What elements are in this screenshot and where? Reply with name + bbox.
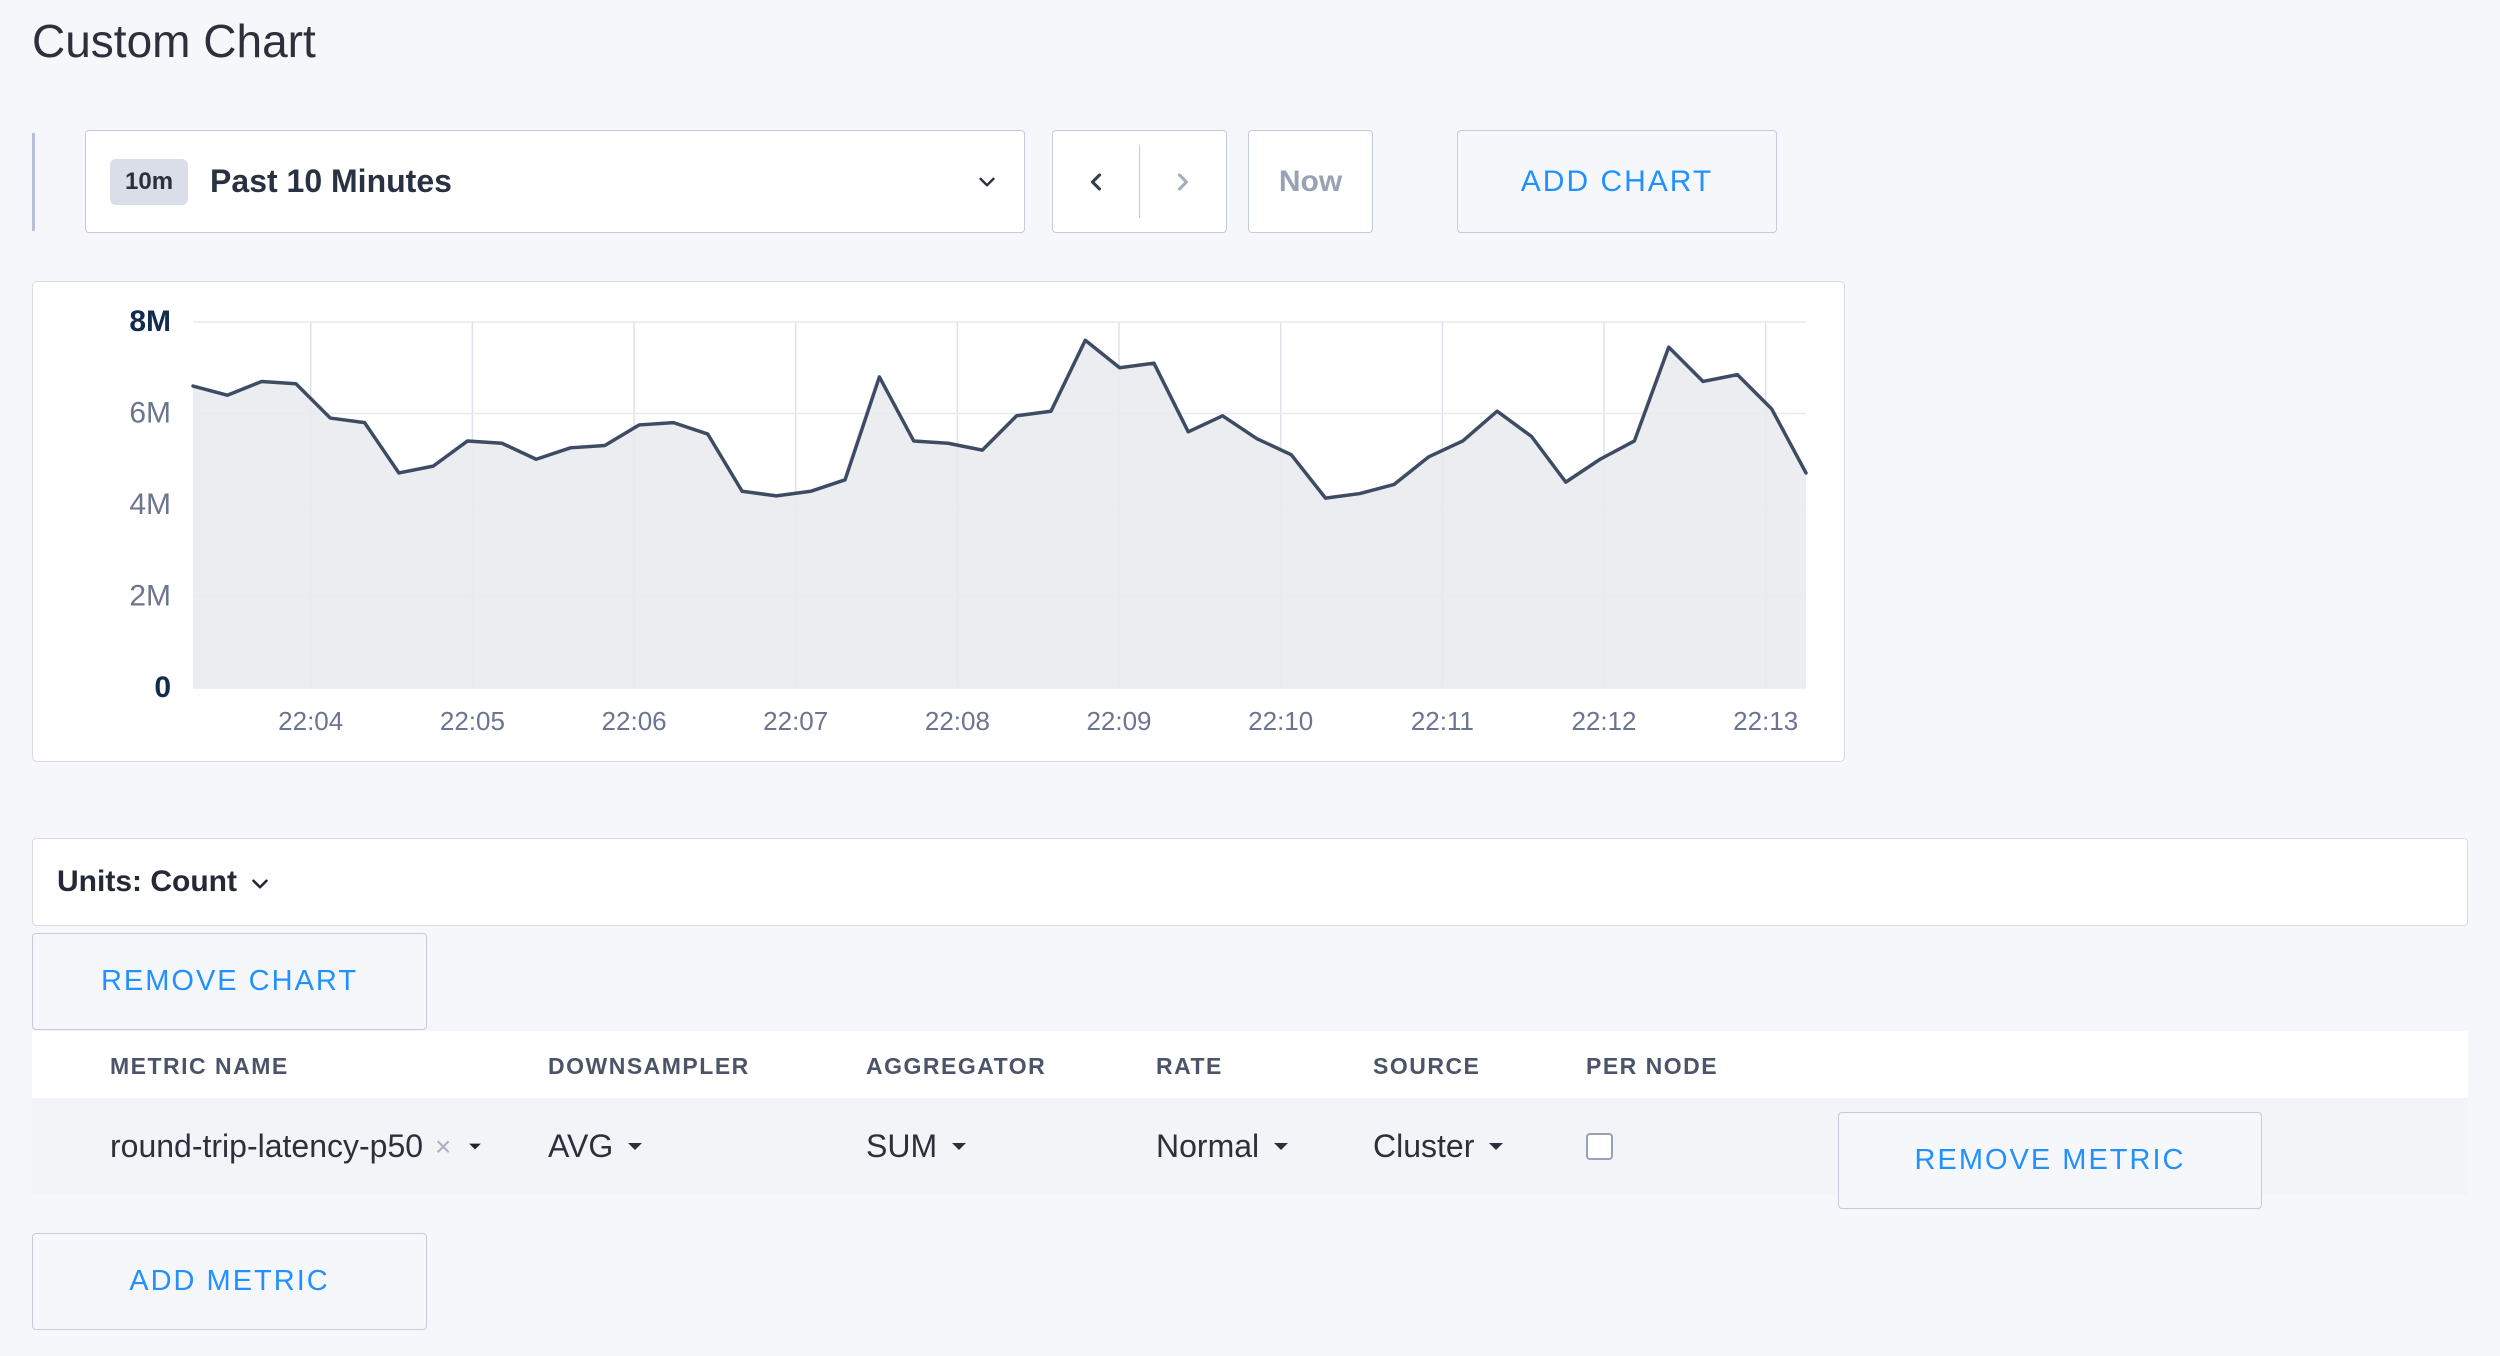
svg-text:22:05: 22:05	[440, 706, 505, 736]
svg-text:22:06: 22:06	[602, 706, 667, 736]
svg-text:22:07: 22:07	[763, 706, 828, 736]
svg-text:2M: 2M	[129, 580, 171, 613]
svg-text:4M: 4M	[129, 488, 171, 521]
svg-text:6M: 6M	[129, 397, 171, 430]
svg-text:22:12: 22:12	[1571, 706, 1636, 736]
svg-text:22:04: 22:04	[278, 706, 343, 736]
svg-text:8M: 8M	[129, 305, 171, 338]
svg-text:0: 0	[154, 671, 171, 704]
svg-text:22:10: 22:10	[1248, 706, 1313, 736]
svg-text:22:09: 22:09	[1086, 706, 1151, 736]
svg-text:22:08: 22:08	[925, 706, 990, 736]
svg-text:22:13: 22:13	[1733, 706, 1798, 736]
svg-text:22:11: 22:11	[1411, 706, 1474, 736]
